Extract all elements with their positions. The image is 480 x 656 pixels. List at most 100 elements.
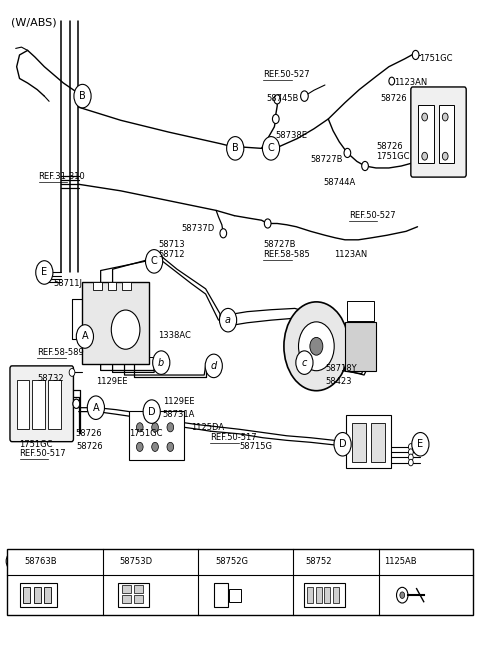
Text: REF.31-310: REF.31-310 — [38, 172, 85, 181]
Circle shape — [296, 351, 313, 375]
Circle shape — [73, 400, 80, 408]
Bar — [348, 300, 373, 321]
Text: 1751GC: 1751GC — [376, 152, 409, 161]
Circle shape — [400, 592, 405, 598]
Text: 58744A: 58744A — [324, 178, 356, 188]
Bar — [118, 583, 149, 607]
Text: 58715G: 58715G — [239, 442, 272, 451]
Text: 58752G: 58752G — [215, 557, 248, 565]
Text: 1123AN: 1123AN — [394, 78, 427, 87]
Circle shape — [205, 354, 222, 378]
Circle shape — [69, 369, 75, 377]
Text: a: a — [10, 557, 15, 565]
Text: D: D — [148, 407, 156, 417]
Text: 1751GC: 1751GC — [20, 440, 53, 449]
Circle shape — [412, 51, 419, 60]
Bar — [316, 587, 322, 603]
Bar — [122, 585, 131, 593]
Text: 58731A: 58731A — [163, 410, 195, 419]
Text: 58752: 58752 — [306, 557, 332, 565]
Text: 58726: 58726 — [381, 94, 408, 102]
Circle shape — [396, 587, 408, 603]
Bar — [48, 380, 60, 429]
Text: E: E — [41, 268, 48, 277]
Bar — [129, 411, 184, 460]
Text: 58423: 58423 — [325, 377, 351, 386]
Circle shape — [227, 136, 244, 160]
Circle shape — [152, 442, 158, 451]
Text: 58727B: 58727B — [311, 155, 343, 164]
Circle shape — [422, 152, 428, 160]
Circle shape — [219, 308, 237, 332]
Circle shape — [220, 229, 227, 238]
Text: 1338AC: 1338AC — [158, 331, 191, 340]
Bar — [17, 380, 29, 429]
Text: 58732: 58732 — [37, 375, 64, 384]
Text: C: C — [151, 256, 157, 266]
Bar — [352, 422, 366, 462]
Text: A: A — [93, 403, 99, 413]
Circle shape — [167, 442, 174, 451]
Circle shape — [263, 136, 280, 160]
Bar — [345, 322, 376, 371]
Text: 58738E: 58738E — [276, 131, 308, 140]
Bar — [122, 282, 131, 290]
Circle shape — [344, 148, 351, 157]
Text: d: d — [291, 557, 297, 565]
Text: REF.50-527: REF.50-527 — [349, 211, 396, 220]
Text: REF.58-589: REF.58-589 — [37, 348, 84, 358]
Circle shape — [136, 422, 143, 432]
Circle shape — [273, 114, 279, 123]
Text: REF.50-527: REF.50-527 — [263, 70, 310, 79]
Circle shape — [408, 443, 413, 450]
Circle shape — [143, 400, 160, 423]
Bar — [33, 380, 45, 429]
Bar — [134, 585, 143, 593]
Text: REF.50-517: REF.50-517 — [210, 433, 257, 442]
Circle shape — [74, 85, 91, 108]
Bar — [419, 105, 434, 163]
Circle shape — [443, 113, 448, 121]
Circle shape — [408, 459, 413, 466]
Bar — [44, 587, 51, 603]
Text: c: c — [302, 358, 307, 367]
Circle shape — [167, 422, 174, 432]
Circle shape — [152, 422, 158, 432]
Text: 58712: 58712 — [158, 251, 184, 259]
Text: (W/ABS): (W/ABS) — [11, 18, 57, 28]
Circle shape — [443, 152, 448, 160]
Circle shape — [136, 442, 143, 451]
Text: b: b — [105, 557, 110, 565]
Bar — [134, 595, 143, 603]
Circle shape — [153, 351, 170, 375]
Bar — [34, 587, 41, 603]
Text: a: a — [225, 315, 231, 325]
Text: REF.58-585: REF.58-585 — [263, 251, 310, 259]
Text: A: A — [82, 331, 88, 342]
Bar — [229, 588, 241, 602]
Bar — [439, 105, 454, 163]
Text: d: d — [211, 361, 217, 371]
Circle shape — [76, 325, 94, 348]
Bar — [82, 282, 149, 364]
Text: 58763B: 58763B — [24, 557, 57, 565]
Circle shape — [408, 449, 413, 455]
Bar — [371, 422, 385, 462]
Text: E: E — [417, 440, 423, 449]
Circle shape — [300, 91, 308, 101]
Text: 58713: 58713 — [158, 240, 184, 249]
Bar — [324, 587, 330, 603]
Circle shape — [102, 553, 114, 569]
Text: C: C — [268, 144, 275, 154]
Text: 58726: 58726 — [77, 442, 103, 451]
Text: 1129EE: 1129EE — [96, 377, 127, 386]
Circle shape — [389, 77, 395, 85]
Bar — [346, 415, 391, 468]
Bar — [7, 549, 473, 615]
Circle shape — [408, 454, 413, 461]
Text: 58753D: 58753D — [120, 557, 153, 565]
Text: 58727B: 58727B — [263, 240, 295, 249]
Bar — [24, 587, 31, 603]
Text: 58726: 58726 — [376, 142, 403, 151]
Bar — [214, 583, 228, 607]
